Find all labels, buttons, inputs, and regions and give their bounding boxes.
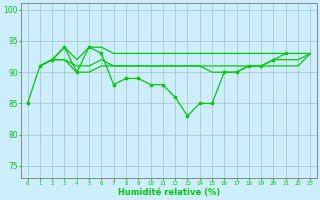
X-axis label: Humidité relative (%): Humidité relative (%) [118, 188, 220, 197]
